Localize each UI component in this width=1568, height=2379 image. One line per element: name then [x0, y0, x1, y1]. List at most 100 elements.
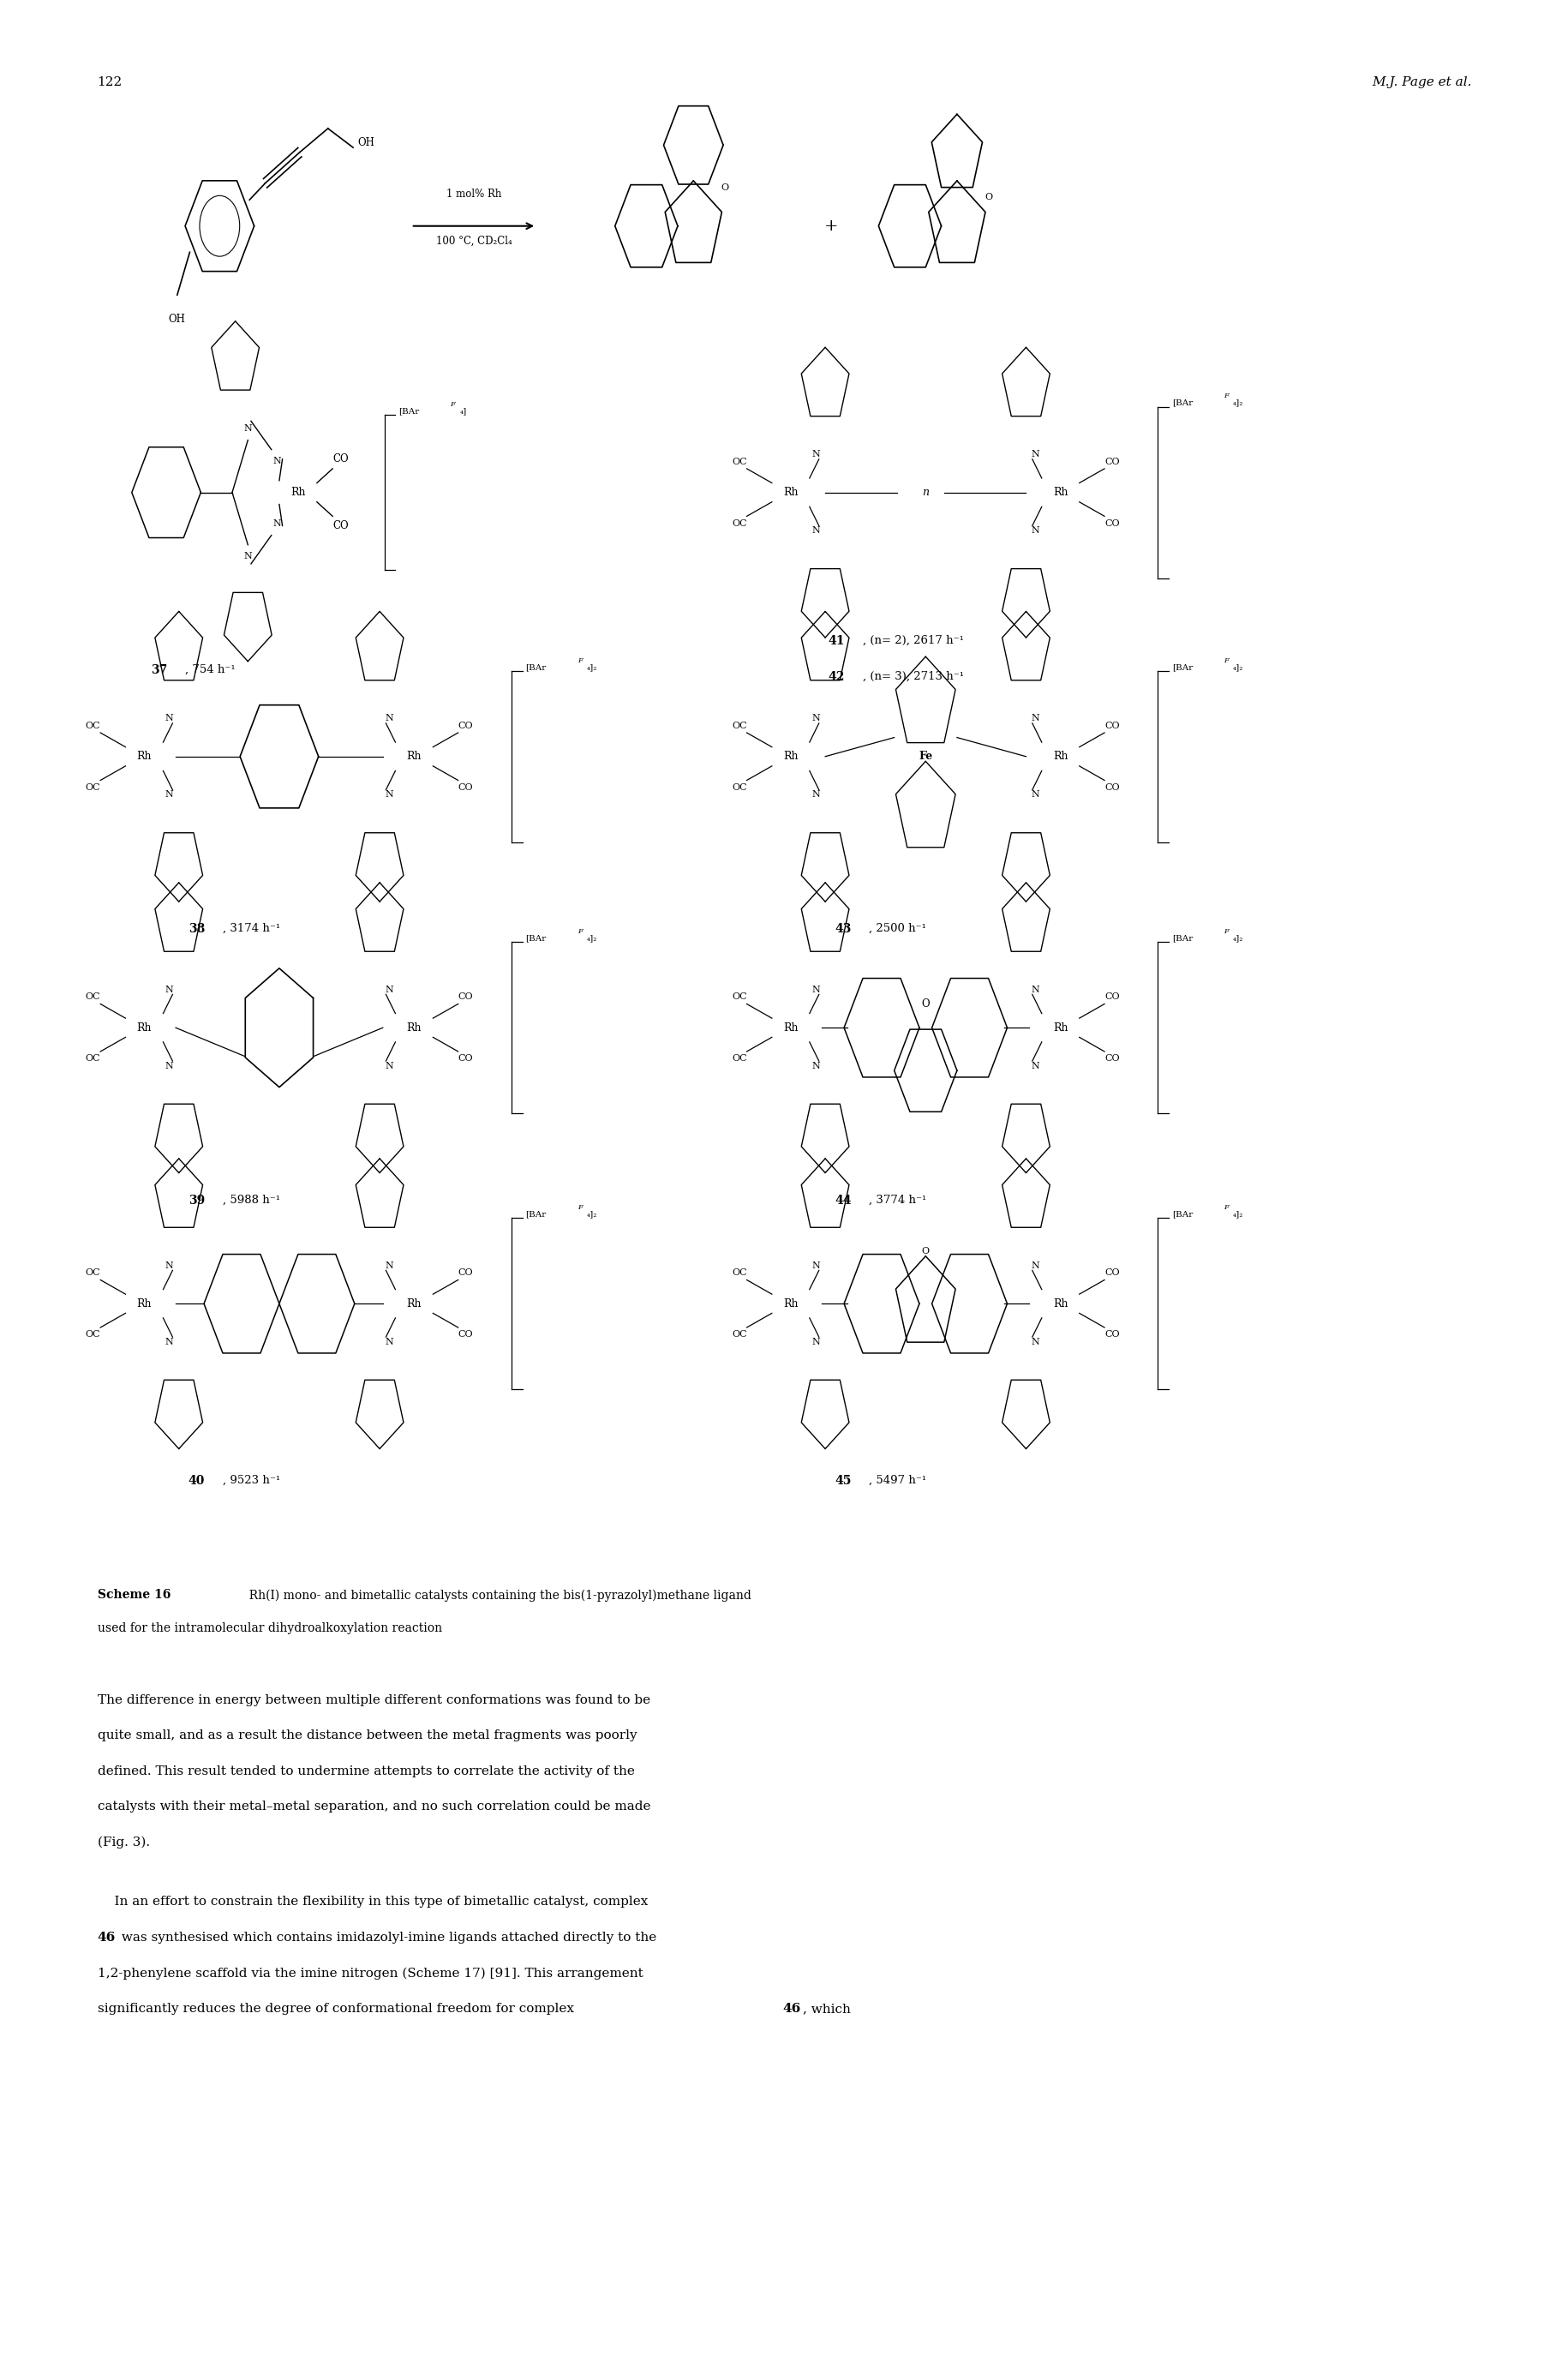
Text: CO: CO	[1104, 1330, 1120, 1339]
Text: Rh: Rh	[1052, 1023, 1068, 1032]
Text: CO: CO	[458, 1054, 474, 1063]
Text: O: O	[922, 1247, 928, 1256]
Text: CO: CO	[1104, 519, 1120, 528]
Text: 1,2-phenylene scaffold via the imine nitrogen (Scheme 17) [91]. This arrangement: 1,2-phenylene scaffold via the imine nit…	[97, 1967, 643, 1979]
Text: quite small, and as a result the distance between the metal fragments was poorly: quite small, and as a result the distanc…	[97, 1730, 637, 1741]
Text: CO: CO	[332, 454, 348, 464]
Text: Rh: Rh	[406, 752, 422, 761]
Text: Rh: Rh	[406, 1299, 422, 1308]
Text: +: +	[823, 219, 839, 233]
Text: N: N	[1030, 1061, 1040, 1071]
Text: 46: 46	[782, 2003, 800, 2015]
Text: OH: OH	[169, 314, 185, 326]
Text: CO: CO	[458, 721, 474, 730]
Text: N: N	[811, 1261, 820, 1270]
Text: Rh: Rh	[136, 752, 152, 761]
Text: , 3774 h⁻¹: , 3774 h⁻¹	[869, 1194, 927, 1206]
Text: N: N	[273, 457, 281, 466]
Text: N: N	[384, 1261, 394, 1270]
Text: Rh: Rh	[1052, 488, 1068, 497]
Text: CO: CO	[1104, 1268, 1120, 1278]
Text: OC: OC	[731, 721, 746, 730]
Text: N: N	[811, 714, 820, 723]
Text: OC: OC	[731, 1268, 746, 1278]
Text: ₄]₂: ₄]₂	[586, 935, 597, 942]
Text: N: N	[384, 1061, 394, 1071]
Text: 41: 41	[828, 635, 845, 647]
Text: (Fig. 3).: (Fig. 3).	[97, 1837, 149, 1848]
Text: Rh: Rh	[136, 1023, 152, 1032]
Text: N: N	[811, 790, 820, 799]
Text: Rh: Rh	[1052, 1299, 1068, 1308]
Text: 45: 45	[834, 1475, 851, 1487]
Text: F: F	[577, 657, 582, 664]
Text: Rh: Rh	[782, 1299, 798, 1308]
Text: , 5497 h⁻¹: , 5497 h⁻¹	[869, 1475, 927, 1487]
Text: N: N	[811, 985, 820, 994]
Text: N: N	[384, 985, 394, 994]
Text: F: F	[1223, 393, 1228, 400]
Text: , 3174 h⁻¹: , 3174 h⁻¹	[223, 923, 281, 935]
Text: F: F	[450, 402, 455, 409]
Text: n: n	[922, 488, 928, 497]
Text: F: F	[577, 1204, 582, 1211]
Text: , 9523 h⁻¹: , 9523 h⁻¹	[223, 1475, 281, 1487]
Text: N: N	[273, 519, 281, 528]
Text: N: N	[165, 1337, 174, 1347]
Text: N: N	[1030, 985, 1040, 994]
Text: N: N	[384, 714, 394, 723]
Text: 122: 122	[97, 76, 122, 88]
Text: ₄]₂: ₄]₂	[1232, 935, 1243, 942]
Text: OC: OC	[731, 1054, 746, 1063]
Text: 37: 37	[151, 664, 168, 676]
Text: N: N	[1030, 1337, 1040, 1347]
Text: OC: OC	[85, 1054, 100, 1063]
Text: was synthesised which contains imidazolyl-imine ligands attached directly to the: was synthesised which contains imidazoly…	[118, 1932, 657, 1944]
Text: OC: OC	[85, 992, 100, 1002]
Text: ₄]₂: ₄]₂	[1232, 664, 1243, 671]
Text: ₄]₂: ₄]₂	[1232, 1211, 1243, 1218]
Text: [BAr: [BAr	[1171, 935, 1192, 942]
Text: , which: , which	[803, 2003, 850, 2015]
Text: N: N	[384, 1337, 394, 1347]
Text: 1 mol% Rh: 1 mol% Rh	[445, 188, 502, 200]
Text: 42: 42	[828, 671, 845, 683]
Text: ₄]₂: ₄]₂	[586, 664, 597, 671]
Text: N: N	[811, 526, 820, 535]
Text: F: F	[1223, 657, 1228, 664]
Text: CO: CO	[458, 1330, 474, 1339]
Text: OH: OH	[358, 138, 375, 147]
Text: used for the intramolecular dihydroalkoxylation reaction: used for the intramolecular dihydroalkox…	[97, 1622, 442, 1634]
Text: CO: CO	[458, 1268, 474, 1278]
Text: N: N	[165, 790, 174, 799]
Text: N: N	[1030, 714, 1040, 723]
Text: OC: OC	[731, 457, 746, 466]
Text: defined. This result tended to undermine attempts to correlate the activity of t: defined. This result tended to undermine…	[97, 1765, 633, 1777]
Text: [BAr: [BAr	[525, 935, 546, 942]
Text: [BAr: [BAr	[525, 664, 546, 671]
Text: , (n= 3), 2713 h⁻¹: , (n= 3), 2713 h⁻¹	[862, 671, 963, 683]
Text: [BAr: [BAr	[1171, 664, 1192, 671]
Text: Rh: Rh	[136, 1299, 152, 1308]
Text: N: N	[1030, 450, 1040, 459]
Text: 46: 46	[97, 1932, 116, 1944]
Text: N: N	[811, 450, 820, 459]
Text: Scheme 16: Scheme 16	[97, 1589, 171, 1601]
Text: OC: OC	[731, 1330, 746, 1339]
Text: N: N	[243, 423, 252, 433]
Text: Rh: Rh	[782, 752, 798, 761]
Text: , (n= 2), 2617 h⁻¹: , (n= 2), 2617 h⁻¹	[862, 635, 963, 647]
Text: 38: 38	[188, 923, 205, 935]
Text: [BAr: [BAr	[1171, 1211, 1192, 1218]
Text: CO: CO	[1104, 783, 1120, 792]
Text: 39: 39	[188, 1194, 205, 1206]
Text: In an effort to constrain the flexibility in this type of bimetallic catalyst, c: In an effort to constrain the flexibilit…	[97, 1896, 648, 1908]
Text: ₄]₂: ₄]₂	[1232, 400, 1243, 407]
Text: F: F	[577, 928, 582, 935]
Text: CO: CO	[1104, 721, 1120, 730]
Text: N: N	[1030, 1261, 1040, 1270]
Text: Rh: Rh	[782, 488, 798, 497]
Text: Rh(I) mono- and bimetallic catalysts containing the bis(1-pyrazolyl)methane liga: Rh(I) mono- and bimetallic catalysts con…	[241, 1589, 751, 1601]
Text: 43: 43	[834, 923, 851, 935]
Text: [BAr: [BAr	[398, 407, 419, 414]
